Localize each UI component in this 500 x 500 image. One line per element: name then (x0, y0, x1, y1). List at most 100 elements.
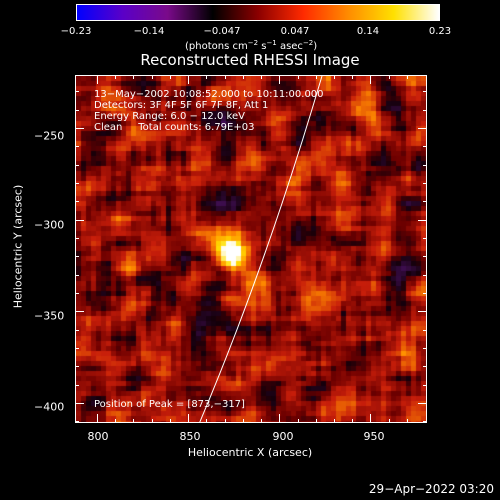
tick-mark (423, 421, 427, 423)
x-tick-label: 800 (87, 430, 109, 443)
tick-mark (297, 419, 299, 423)
tick-mark (333, 419, 335, 423)
annotation-detectors: Detectors: 3F 4F 5F 6F 7F 8F, Att 1 (94, 100, 269, 111)
rhessi-heatmap (76, 76, 426, 422)
tick-mark (423, 238, 427, 239)
tick-mark (75, 201, 79, 203)
x-tick-label: 950 (363, 430, 385, 443)
tick-mark (75, 384, 79, 386)
tick-mark (333, 75, 335, 79)
y-tick-label: −400 (34, 400, 65, 414)
tick-mark (242, 419, 244, 423)
x-tick-label: 900 (272, 430, 294, 443)
tick-mark (75, 109, 79, 111)
tick-mark (151, 419, 153, 423)
x-axis-label: Heliocentric X (arcsec) (187, 446, 313, 459)
tick-mark (75, 421, 79, 423)
tick-mark (242, 75, 244, 79)
tick-mark (423, 201, 427, 203)
y-tick-label: −300 (34, 218, 65, 232)
tick-mark (423, 109, 427, 111)
tick-mark (423, 256, 427, 258)
y-tick-label: −350 (34, 309, 65, 323)
tick-mark (169, 75, 171, 79)
tick-mark (388, 419, 390, 423)
tick-mark (75, 164, 79, 166)
annotation-clean: Clean Total counts: 6.79E+03 (94, 122, 255, 133)
timestamp: 29−Apr−2022 03:20 (368, 482, 494, 496)
x-tick-label: 850 (179, 430, 201, 443)
tick-mark (75, 329, 79, 331)
tick-mark (423, 329, 427, 331)
tick-mark (188, 414, 190, 423)
tick-mark (133, 75, 135, 79)
tick-mark (418, 219, 427, 221)
tick-mark (423, 91, 427, 93)
tick-mark (75, 311, 84, 313)
tick-mark (370, 75, 372, 84)
tick-mark (423, 292, 427, 294)
tick-mark (279, 414, 281, 423)
tick-mark (423, 366, 427, 368)
tick-mark (352, 419, 354, 423)
tick-mark (418, 311, 427, 313)
tick-mark (297, 75, 299, 79)
tick-mark (261, 75, 263, 79)
tick-mark (75, 146, 79, 148)
y-tick-label: −250 (34, 129, 65, 143)
tick-mark (423, 183, 427, 185)
tick-mark (75, 366, 79, 368)
tick-mark (115, 75, 117, 79)
tick-mark (206, 419, 208, 423)
tick-mark (423, 164, 427, 166)
tick-mark (423, 146, 427, 148)
tick-mark (279, 75, 281, 84)
tick-mark (75, 91, 79, 93)
tick-mark (423, 384, 427, 386)
tick-mark (352, 75, 354, 79)
colorbar-tick: −0.14 (133, 26, 165, 37)
tick-mark (75, 274, 79, 276)
colorbar (76, 4, 440, 21)
tick-mark (75, 238, 79, 239)
plot-title: Reconstructed RHESSI Image (140, 51, 360, 69)
tick-mark (261, 419, 263, 423)
tick-mark (188, 75, 190, 84)
tick-mark (423, 274, 427, 276)
solar-limb (199, 76, 323, 422)
tick-mark (418, 402, 427, 404)
tick-mark (75, 219, 84, 221)
image-plot: 13−May−2002 10:08:52.000 to 10:11:00.000… (75, 75, 427, 423)
tick-mark (151, 75, 153, 79)
tick-mark (115, 419, 117, 423)
colorbar-tick: 0.14 (356, 26, 380, 37)
colorbar-tick: −0.047 (203, 26, 241, 37)
tick-mark (418, 128, 427, 130)
tick-mark (406, 75, 408, 79)
tick-mark (388, 75, 390, 79)
annotation-time: 13−May−2002 10:08:52.000 to 10:11:00.000 (94, 89, 324, 100)
colorbar-tick: 0.23 (428, 26, 452, 37)
annotation-peak: Position of Peak = [873,−317] (94, 399, 245, 410)
tick-mark (406, 419, 408, 423)
tick-mark (75, 256, 79, 258)
tick-mark (370, 414, 372, 423)
tick-mark (133, 419, 135, 423)
tick-mark (75, 292, 79, 294)
tick-mark (96, 75, 98, 84)
colorbar-tick: −0.23 (60, 26, 92, 37)
tick-mark (169, 419, 171, 423)
tick-mark (224, 419, 226, 423)
tick-mark (315, 419, 317, 423)
tick-mark (75, 402, 84, 404)
colorbar-units: (photons cm−2 s−1 asec−2) (185, 39, 318, 52)
y-axis-label: Heliocentric Y (arcsec) (11, 184, 25, 309)
tick-mark (75, 183, 79, 185)
tick-mark (206, 75, 208, 79)
tick-mark (75, 347, 79, 349)
tick-mark (224, 75, 226, 79)
solar-limb-curve (199, 76, 323, 422)
tick-mark (423, 347, 427, 349)
colorbar-tick: 0.047 (280, 26, 310, 37)
annotation-energy: Energy Range: 6.0 − 12.0 keV (94, 111, 245, 122)
